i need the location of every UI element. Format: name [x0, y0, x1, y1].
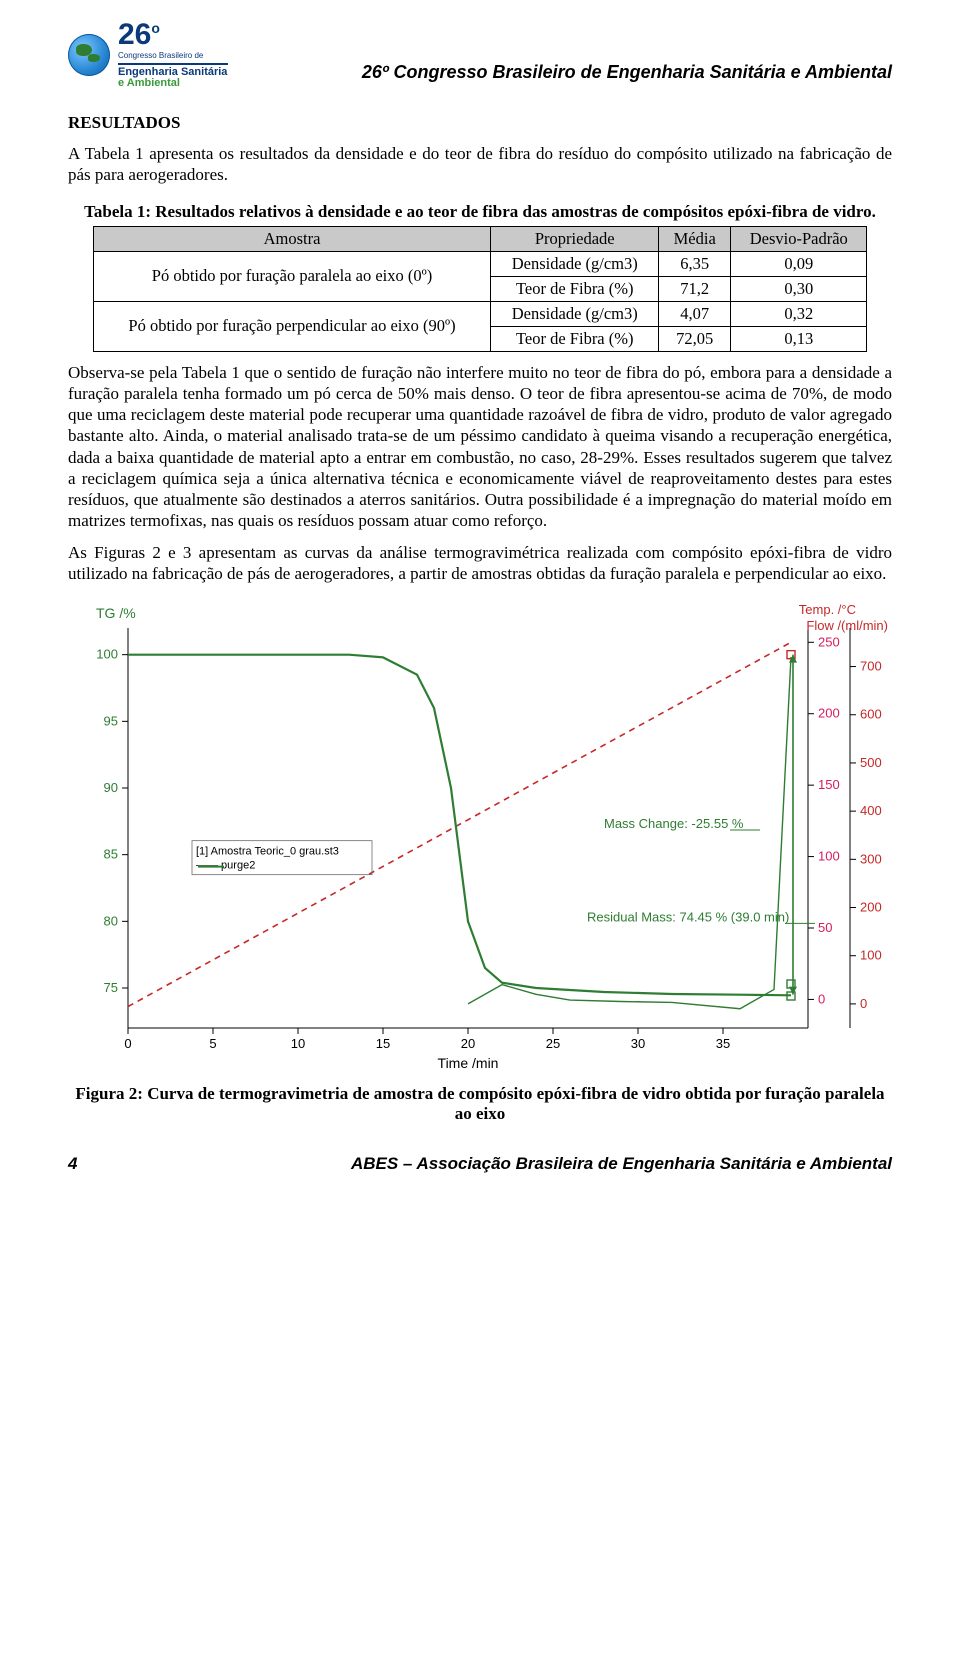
svg-text:400: 400: [860, 803, 882, 818]
td-sd: 0,30: [731, 276, 867, 301]
header-title: 26º Congresso Brasileiro de Engenharia S…: [228, 62, 892, 89]
svg-text:15: 15: [376, 1036, 390, 1051]
svg-text:Mass Change: -25.55 %: Mass Change: -25.55 %: [604, 816, 744, 831]
th-media: Média: [659, 226, 731, 251]
svg-text:35: 35: [716, 1036, 730, 1051]
congress-logo-block: 26o Congresso Brasileiro de Engenharia S…: [68, 20, 228, 89]
td-sd: 0,09: [731, 251, 867, 276]
svg-text:Temp. /°C: Temp. /°C: [799, 602, 856, 617]
td-sample-90: Pó obtido por furação perpendicular ao e…: [93, 301, 491, 351]
svg-text:300: 300: [860, 851, 882, 866]
svg-text:50: 50: [818, 920, 832, 935]
svg-text:0: 0: [124, 1036, 131, 1051]
svg-text:10: 10: [291, 1036, 305, 1051]
congress-divider: [118, 63, 228, 65]
td-prop: Teor de Fibra (%): [491, 326, 659, 351]
figure-caption: Figura 2: Curva de termogravimetria de a…: [68, 1084, 892, 1124]
td-sd: 0,32: [731, 301, 867, 326]
svg-text:20: 20: [461, 1036, 475, 1051]
table-row: Pó obtido por furação paralela ao eixo (…: [93, 251, 867, 276]
page-header: 26o Congresso Brasileiro de Engenharia S…: [68, 20, 892, 95]
svg-text:0: 0: [860, 996, 867, 1011]
congress-line2: e Ambiental: [118, 78, 228, 89]
globe-icon: [68, 34, 110, 76]
svg-text:25: 25: [546, 1036, 560, 1051]
svg-text:TG /%: TG /%: [96, 605, 136, 621]
th-amostra: Amostra: [93, 226, 491, 251]
results-table: Amostra Propriedade Média Desvio-Padrão …: [93, 226, 868, 352]
svg-text:100: 100: [96, 647, 118, 662]
svg-text:150: 150: [818, 777, 840, 792]
svg-text:75: 75: [104, 980, 118, 995]
table-header-row: Amostra Propriedade Média Desvio-Padrão: [93, 226, 867, 251]
svg-text:85: 85: [104, 847, 118, 862]
svg-text:700: 700: [860, 659, 882, 674]
td-mean: 71,2: [659, 276, 731, 301]
svg-text:—— purge2: —— purge2: [196, 860, 255, 872]
svg-text:Flow /(ml/min): Flow /(ml/min): [806, 618, 888, 633]
svg-text:Residual Mass: 74.45 % (39.0 m: Residual Mass: 74.45 % (39.0 min): [587, 909, 789, 924]
svg-text:600: 600: [860, 707, 882, 722]
th-propriedade: Propriedade: [491, 226, 659, 251]
para-figures: As Figuras 2 e 3 apresentam as curvas da…: [68, 542, 892, 585]
svg-text:500: 500: [860, 755, 882, 770]
td-mean: 72,05: [659, 326, 731, 351]
page-footer: 4 ABES – Associação Brasileira de Engenh…: [68, 1154, 892, 1174]
td-prop: Densidade (g/cm3): [491, 251, 659, 276]
congress-number-sup: o: [151, 20, 160, 36]
td-prop: Densidade (g/cm3): [491, 301, 659, 326]
svg-text:95: 95: [104, 713, 118, 728]
congress-badge: 26o Congresso Brasileiro de Engenharia S…: [118, 20, 228, 89]
congress-number: 26o: [118, 20, 228, 50]
table-row: Pó obtido por furação perpendicular ao e…: [93, 301, 867, 326]
td-mean: 4,07: [659, 301, 731, 326]
para-intro: A Tabela 1 apresenta os resultados da de…: [68, 143, 892, 186]
svg-text:80: 80: [104, 913, 118, 928]
page-number: 4: [68, 1154, 77, 1174]
congress-subtitle: Congresso Brasileiro de: [118, 52, 228, 60]
tg-chart-svg: 0 5 10 15 20 25 30 35 75 80 85 90 95 100 0 50 100 150 200 2…: [68, 598, 892, 1078]
th-desvio: Desvio-Padrão: [731, 226, 867, 251]
td-prop: Teor de Fibra (%): [491, 276, 659, 301]
svg-text:200: 200: [818, 706, 840, 721]
td-mean: 6,35: [659, 251, 731, 276]
svg-text:5: 5: [209, 1036, 216, 1051]
svg-text:30: 30: [631, 1036, 645, 1051]
svg-text:Time /min: Time /min: [438, 1055, 499, 1071]
svg-text:0: 0: [818, 991, 825, 1006]
svg-text:[1] Amostra Teoric_0 grau.st3: [1] Amostra Teoric_0 grau.st3: [196, 846, 339, 858]
td-sample-0: Pó obtido por furação paralela ao eixo (…: [93, 251, 491, 301]
svg-text:200: 200: [860, 900, 882, 915]
page: 26o Congresso Brasileiro de Engenharia S…: [0, 0, 960, 1224]
table-caption: Tabela 1: Resultados relativos à densida…: [68, 202, 892, 222]
congress-number-value: 26: [118, 18, 151, 51]
para-discussion: Observa-se pela Tabela 1 que o sentido d…: [68, 362, 892, 532]
tg-chart: 0 5 10 15 20 25 30 35 75 80 85 90 95 100 0 50 100 150 200 2…: [68, 598, 892, 1078]
td-sd: 0,13: [731, 326, 867, 351]
svg-text:100: 100: [860, 948, 882, 963]
section-heading-resultados: RESULTADOS: [68, 113, 892, 133]
svg-text:250: 250: [818, 634, 840, 649]
svg-text:100: 100: [818, 849, 840, 864]
svg-text:90: 90: [104, 780, 118, 795]
footer-org: ABES – Associação Brasileira de Engenhar…: [351, 1154, 892, 1174]
